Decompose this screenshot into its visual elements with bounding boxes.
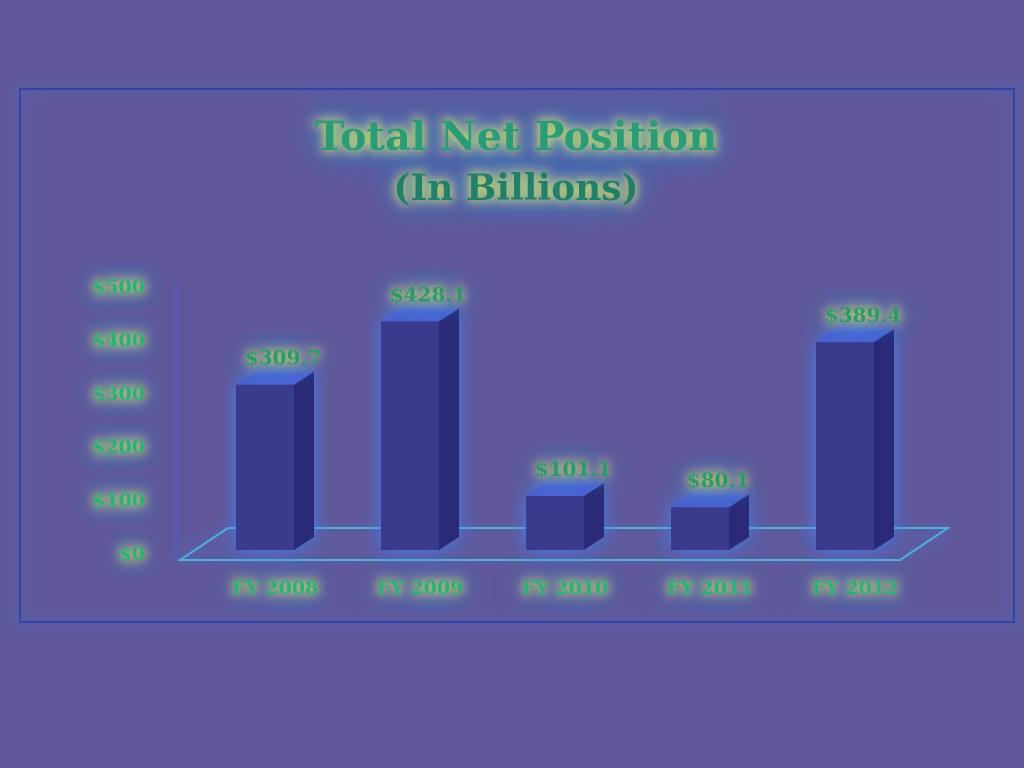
bar-side	[439, 308, 459, 550]
bar-fy-2008	[236, 371, 314, 550]
bar-front	[671, 507, 729, 550]
bar-top	[526, 483, 604, 497]
bar-side	[729, 494, 749, 550]
chart-floor	[176, 527, 952, 561]
x-tick-label: FY 2011	[667, 577, 754, 599]
bar-fy-2012	[816, 329, 894, 550]
bar-front	[236, 384, 294, 550]
y-tick-label: $500	[92, 276, 145, 298]
x-tick-label: FY 2010	[522, 577, 609, 599]
bar-front	[381, 321, 439, 550]
x-tick-label: FY 2008	[232, 577, 319, 599]
chart-frame	[19, 88, 1015, 623]
bar-fy-2009	[381, 308, 459, 550]
y-tick-label: $200	[92, 436, 145, 458]
bar-fy-2010	[526, 483, 604, 550]
y-tick-label: $0	[119, 543, 145, 565]
bar-value-label: $101.1	[535, 457, 612, 481]
bar-side	[294, 371, 314, 550]
bar-value-label: $80.1	[687, 468, 750, 492]
x-tick-label: FY 2009	[377, 577, 464, 599]
value-labels: $309.7 $428.1 $101.1 $80.1 $389.4	[245, 282, 902, 492]
bar-value-label: $389.4	[825, 303, 902, 327]
bar-top	[816, 329, 894, 343]
bar-top	[671, 494, 749, 508]
x-axis-ticks: FY 2008 FY 2009 FY 2010 FY 2011 FY 2012	[232, 577, 899, 599]
x-tick-label: FY 2012	[812, 577, 899, 599]
y-axis-ticks: $0 $100 $200 $300 $400 $500	[92, 276, 145, 565]
chart-title-line1: Total Net Position	[315, 113, 718, 160]
bar-fy-2011	[671, 494, 749, 550]
bar-top	[381, 308, 459, 322]
bar-value-label: $428.1	[390, 282, 467, 306]
y-tick-label: $100	[92, 490, 145, 512]
bar-side	[584, 483, 604, 550]
y-tick-label: $400	[92, 329, 145, 351]
bar-side	[874, 329, 894, 550]
bar-series	[236, 308, 894, 550]
bar-top	[236, 371, 314, 385]
chart-title-line2: (In Billions)	[393, 167, 638, 209]
bar-value-label: $309.7	[245, 346, 322, 370]
bar-front	[816, 342, 874, 550]
bar-front	[526, 496, 584, 550]
y-tick-label: $300	[92, 383, 145, 405]
